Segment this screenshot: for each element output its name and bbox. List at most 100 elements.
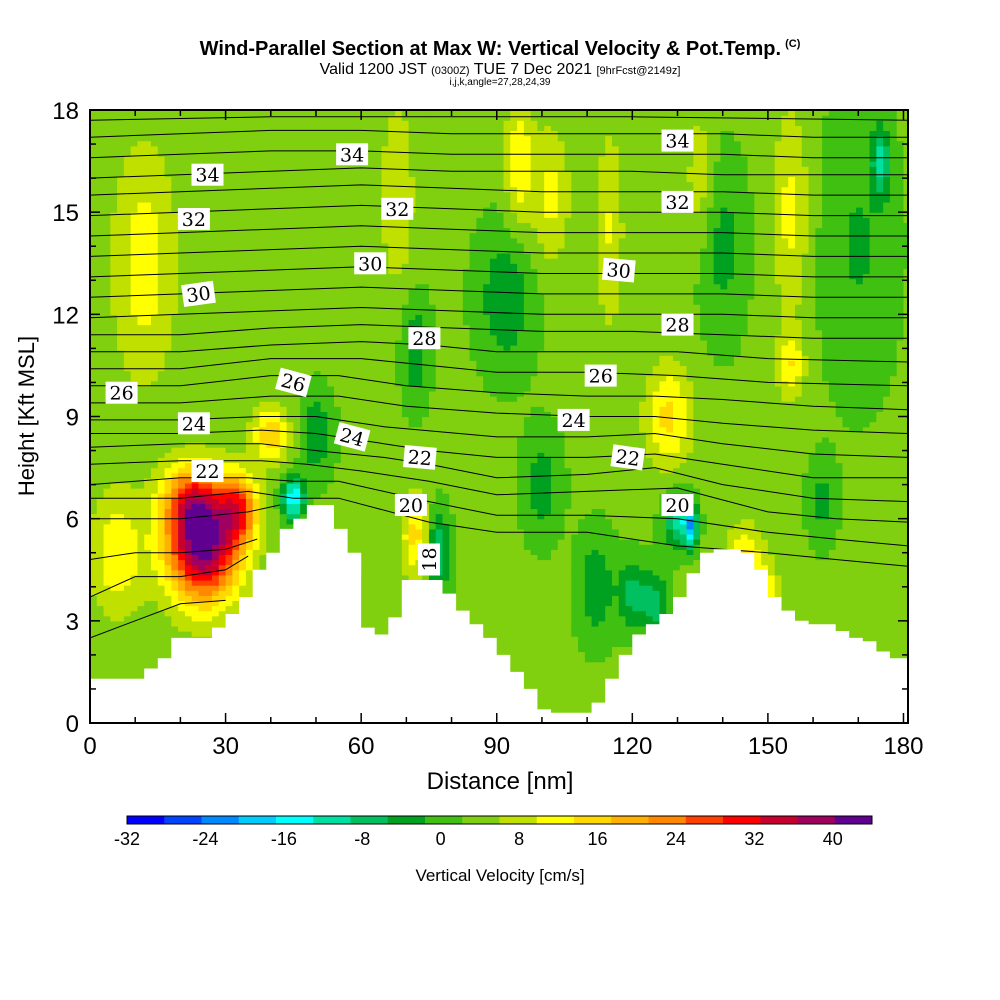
- velocity-cell: [340, 130, 349, 137]
- velocity-cell: [171, 309, 179, 315]
- velocity-cell: [327, 477, 335, 484]
- velocity-cell: [184, 319, 193, 326]
- velocity-cell: [151, 544, 159, 550]
- velocity-cell: [252, 528, 261, 535]
- velocity-cell: [306, 130, 315, 137]
- velocity-cell: [110, 646, 118, 653]
- velocity-cell: [232, 375, 240, 382]
- velocity-cell: [361, 401, 369, 407]
- velocity-cell: [144, 370, 152, 377]
- velocity-cell: [259, 283, 267, 290]
- velocity-cell: [117, 135, 125, 142]
- velocity-cell: [137, 120, 145, 126]
- velocity-cell: [293, 472, 301, 479]
- velocity-cell: [259, 518, 267, 525]
- velocity-cell: [300, 482, 308, 489]
- velocity-cell: [286, 161, 294, 167]
- velocity-cell: [164, 411, 172, 418]
- velocity-cell: [164, 130, 172, 137]
- velocity-cell: [361, 232, 369, 239]
- velocity-cell: [218, 416, 227, 423]
- velocity-cell: [347, 115, 355, 121]
- velocity-cell: [164, 554, 172, 561]
- velocity-cell: [96, 585, 105, 591]
- velocity-cell: [103, 125, 111, 132]
- velocity-cell: [144, 579, 152, 586]
- velocity-cell: [151, 115, 159, 121]
- velocity-cell: [178, 135, 186, 142]
- velocity-cell: [151, 339, 159, 346]
- velocity-cell: [327, 227, 335, 234]
- velocity-cell: [178, 631, 186, 637]
- velocity-cell: [327, 375, 335, 382]
- velocity-cell: [198, 355, 206, 361]
- velocity-cell: [252, 406, 261, 412]
- velocity-cell: [103, 493, 111, 499]
- velocity-cell: [110, 171, 118, 178]
- velocity-cell: [110, 610, 118, 617]
- velocity-cell: [266, 283, 274, 290]
- velocity-cell: [123, 482, 132, 489]
- velocity-cell: [266, 145, 274, 152]
- velocity-cell: [151, 411, 159, 418]
- velocity-cell: [198, 268, 206, 275]
- velocity-cell: [130, 344, 139, 351]
- velocity-cell: [157, 518, 166, 525]
- velocity-cell: [266, 477, 274, 484]
- velocity-cell: [293, 406, 301, 412]
- velocity-cell: [367, 426, 376, 433]
- velocity-cell: [212, 544, 220, 550]
- velocity-cell: [259, 426, 267, 433]
- velocity-cell: [157, 579, 166, 586]
- velocity-cell: [130, 232, 139, 239]
- velocity-cell: [340, 498, 349, 504]
- velocity-cell: [293, 161, 301, 167]
- velocity-cell: [151, 615, 159, 622]
- velocity-cell: [320, 447, 328, 453]
- velocity-cell: [157, 615, 166, 622]
- velocity-cell: [130, 549, 139, 556]
- velocity-cell: [212, 488, 220, 494]
- velocity-cell: [300, 498, 308, 504]
- velocity-cell: [273, 227, 281, 234]
- velocity-cell: [103, 278, 111, 285]
- velocity-cell: [178, 508, 186, 515]
- velocity-cell: [103, 309, 111, 315]
- velocity-cell: [286, 344, 294, 351]
- velocity-cell: [164, 559, 172, 566]
- velocity-cell: [252, 431, 261, 438]
- velocity-cell: [239, 498, 247, 504]
- velocity-cell: [313, 207, 322, 213]
- velocity-cell: [239, 222, 247, 229]
- velocity-cell: [191, 610, 200, 617]
- velocity-cell: [327, 329, 335, 336]
- velocity-cell: [130, 350, 139, 356]
- velocity-cell: [313, 380, 322, 387]
- velocity-cell: [218, 528, 227, 535]
- velocity-cell: [252, 120, 261, 126]
- velocity-cell: [347, 493, 355, 499]
- velocity-cell: [103, 283, 111, 290]
- velocity-cell: [151, 426, 159, 433]
- velocity-cell: [178, 242, 186, 249]
- velocity-cell: [340, 181, 349, 188]
- velocity-cell: [130, 528, 139, 535]
- velocity-cell: [327, 355, 335, 361]
- velocity-cell: [110, 145, 118, 152]
- velocity-cell: [137, 304, 145, 310]
- velocity-cell: [110, 636, 118, 642]
- velocity-cell: [151, 222, 159, 229]
- velocity-cell: [130, 426, 139, 433]
- velocity-cell: [103, 304, 111, 310]
- velocity-cell: [273, 426, 281, 433]
- velocity-cell: [300, 314, 308, 321]
- velocity-cell: [347, 196, 355, 203]
- velocity-cell: [293, 227, 301, 234]
- velocity-cell: [245, 401, 254, 407]
- velocity-cell: [218, 508, 227, 515]
- velocity-cell: [184, 467, 193, 474]
- velocity-cell: [157, 350, 166, 356]
- velocity-cell: [300, 329, 308, 336]
- velocity-cell: [306, 421, 315, 428]
- velocity-cell: [130, 227, 139, 234]
